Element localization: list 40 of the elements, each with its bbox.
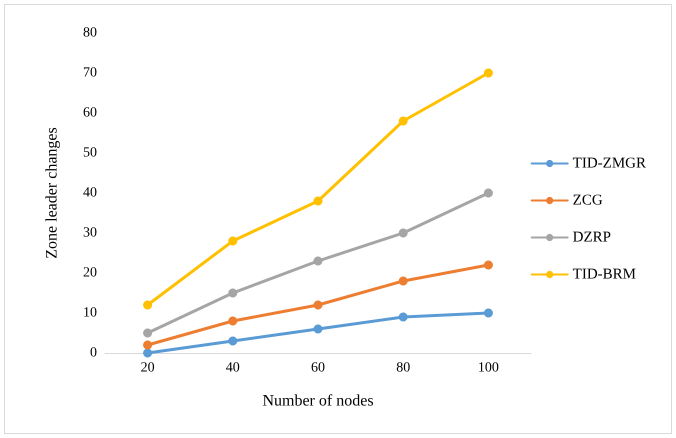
x-tick-label: 60 [311, 360, 325, 376]
point [143, 348, 152, 358]
y-tick-label: 70 [83, 66, 97, 80]
y-tick-label: 60 [83, 106, 97, 120]
point [484, 260, 493, 270]
point [398, 276, 408, 286]
point [484, 188, 493, 198]
y-tick-label: 30 [83, 226, 97, 240]
x-tick-label: 80 [396, 360, 410, 376]
point [143, 300, 152, 310]
legend-label: DZRP [572, 230, 612, 246]
point [143, 328, 152, 338]
point [314, 300, 322, 310]
point [398, 312, 408, 322]
point [143, 340, 152, 350]
point [484, 308, 493, 318]
point [398, 116, 408, 126]
point [228, 316, 238, 326]
point [484, 68, 493, 78]
legend-label: TID-BRM [572, 266, 636, 282]
y-tick-label: 10 [83, 306, 97, 320]
x-tick-label: 40 [226, 360, 240, 376]
legend-label: ZCG [572, 192, 603, 208]
y-tick-label: 40 [83, 186, 97, 200]
point [228, 236, 238, 246]
point [228, 336, 238, 346]
point [314, 324, 322, 334]
y-tick-label: 20 [83, 266, 97, 280]
x-tick-label: 100 [478, 360, 499, 376]
y-tick-label: 0 [90, 346, 97, 360]
y-tick-label: 50 [83, 146, 97, 160]
y-axis-title: Zone leader changes [44, 127, 60, 259]
legend-label: TID-ZMGR [572, 156, 646, 172]
y-tick-label: 80 [83, 26, 97, 40]
x-axis-title: Number of nodes [262, 392, 374, 410]
point [398, 228, 408, 238]
point [314, 256, 322, 266]
point [228, 288, 238, 298]
x-tick-label: 20 [140, 360, 155, 376]
point [314, 196, 322, 206]
